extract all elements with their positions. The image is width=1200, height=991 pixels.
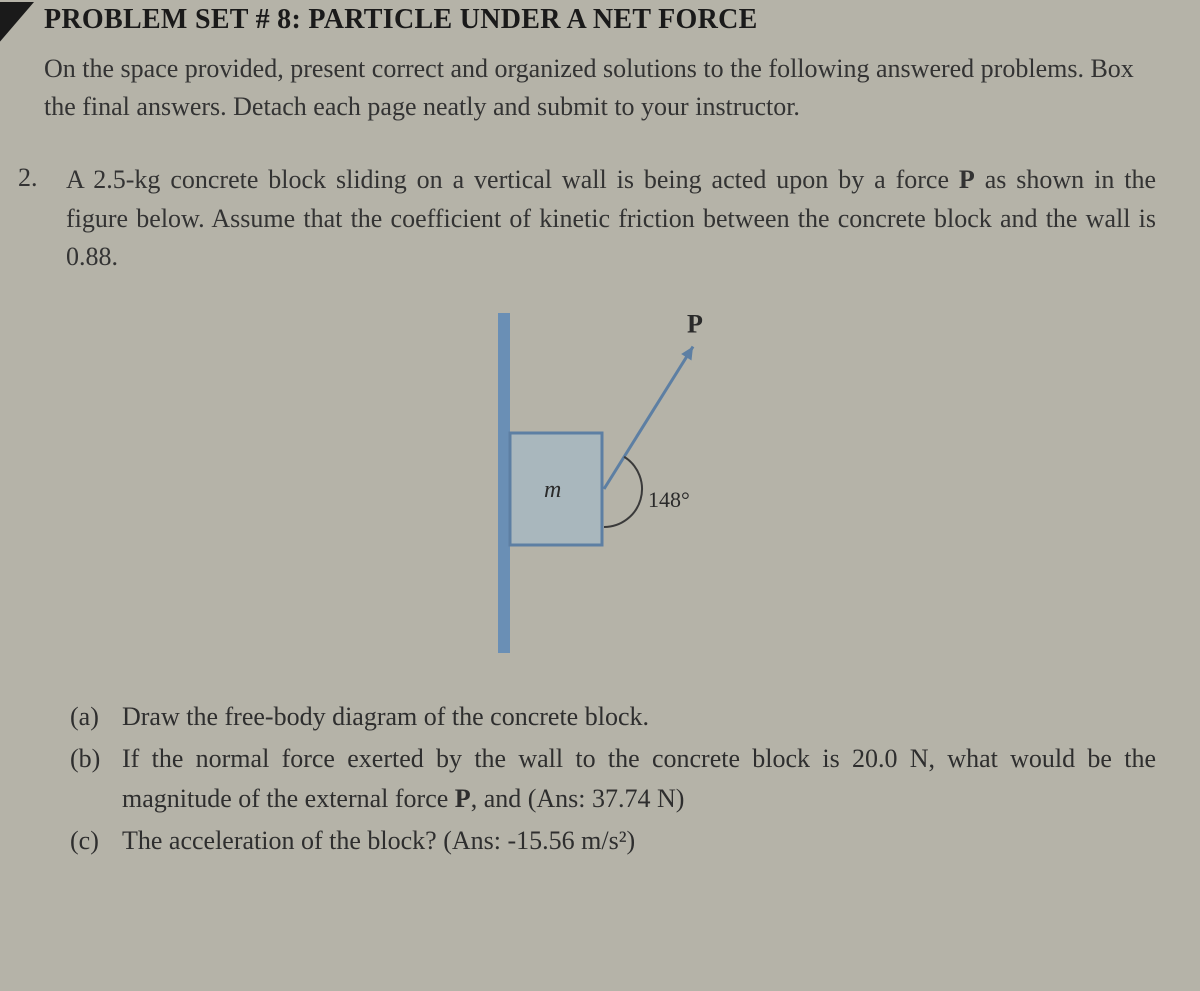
question-c-text: The acceleration of the block? (Ans: -15… <box>122 821 1156 861</box>
question-c: (c) The acceleration of the block? (Ans:… <box>70 821 1156 861</box>
question-a-label: (a) <box>70 697 110 737</box>
question-b-part2: , and (Ans: 37.74 N) <box>471 784 685 813</box>
wall <box>498 313 510 653</box>
problem-2: 2. A 2.5-kg concrete block sliding on a … <box>18 161 1156 276</box>
force-label: P <box>687 309 703 338</box>
figure-wrap: m P 148° <box>44 303 1156 663</box>
question-b-P: P <box>455 784 471 813</box>
problem-number: 2. <box>18 161 48 276</box>
question-a-text: Draw the free-body diagram of the concre… <box>122 697 1156 737</box>
mass-label: m <box>544 477 561 503</box>
problem-diagram: m P 148° <box>420 303 780 663</box>
sub-questions: (a) Draw the free-body diagram of the co… <box>70 697 1156 861</box>
page-corner-fold <box>0 2 34 44</box>
question-c-label: (c) <box>70 821 110 861</box>
angle-arc <box>604 457 642 527</box>
problem-statement: A 2.5-kg concrete block sliding on a ver… <box>66 161 1156 276</box>
question-b: (b) If the normal force exerted by the w… <box>70 739 1156 819</box>
question-b-label: (b) <box>70 739 110 819</box>
force-arrow-line <box>604 346 693 488</box>
question-a: (a) Draw the free-body diagram of the co… <box>70 697 1156 737</box>
instructions-text: On the space provided, present correct a… <box>44 50 1154 125</box>
force-symbol-P: P <box>959 165 975 194</box>
angle-label: 148° <box>648 487 690 512</box>
problem-set-title: PROBLEM SET # 8: PARTICLE UNDER A NET FO… <box>44 4 1156 36</box>
problem-text-part1: A 2.5-kg concrete block sliding on a ver… <box>66 165 959 194</box>
question-b-text: If the normal force exerted by the wall … <box>122 739 1156 819</box>
